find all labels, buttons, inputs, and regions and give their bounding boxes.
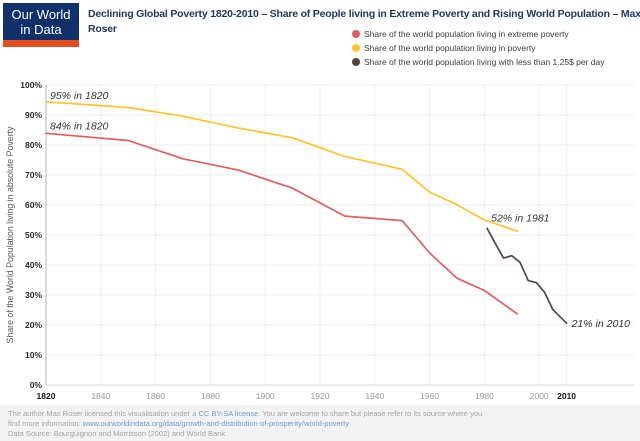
annotation-label: 84% in 1820 [50, 120, 109, 132]
x-tick-label: 1840 [91, 391, 110, 401]
y-tick-label: 80% [25, 140, 42, 150]
footer-data-source: Data Source: Bourguignon and Morrisson (… [8, 429, 226, 438]
y-tick-label: 20% [25, 320, 42, 330]
y-tick-label: 40% [25, 260, 42, 270]
footer-info-line: find more information: www.ourworldindat… [8, 419, 640, 429]
legend-item-poverty[interactable]: Share of the world population living in … [352, 41, 605, 55]
y-tick-label: 70% [25, 170, 42, 180]
x-tick-label: 1880 [201, 391, 220, 401]
y-axis-title: Share of the World Population living in … [5, 126, 15, 344]
series-line-2 [486, 227, 568, 325]
legend-dot-dark-icon [352, 58, 360, 66]
y-tick-label: 100% [20, 80, 42, 90]
legend-dot-yellow-icon [352, 44, 360, 52]
x-tick-label: 1920 [311, 391, 330, 401]
legend-label: Share of the world population living in … [364, 43, 536, 53]
x-tick-label: 1860 [146, 391, 165, 401]
x-tick-label: 1960 [420, 391, 439, 401]
footer: The author Max Roser licensed this visua… [0, 405, 640, 441]
y-tick-label: 60% [25, 200, 42, 210]
owid-logo[interactable]: Our World in Data [3, 3, 79, 47]
x-tick-label: 1940 [365, 391, 384, 401]
legend-item-extreme-poverty[interactable]: Share of the world population living in … [352, 27, 605, 41]
y-tick-label: 30% [25, 290, 42, 300]
cc-by-sa-link[interactable]: CC BY-SA license [198, 409, 259, 418]
x-tick-label: 2000 [530, 391, 549, 401]
chart-legend: Share of the world population living in … [352, 27, 605, 69]
footer-license-line: The author Max Roser licensed this visua… [8, 409, 640, 419]
legend-dot-red-icon [352, 30, 360, 38]
y-tick-label: 10% [25, 350, 42, 360]
series-line-0 [45, 100, 519, 232]
legend-label: Share of the world population living wit… [364, 57, 605, 67]
y-tick-label: 50% [25, 230, 42, 240]
legend-item-125-per-day[interactable]: Share of the world population living wit… [352, 55, 605, 69]
logo-text-line1: Our World [11, 7, 71, 22]
footer-text: . You are welcome to share but please re… [258, 409, 483, 418]
footer-text: The author Max Roser licensed this visua… [8, 409, 199, 418]
x-tick-label: 2010 [557, 391, 576, 401]
annotation-label: 95% in 1820 [50, 90, 109, 102]
x-tick-label: 1980 [475, 391, 494, 401]
footer-text: find more information: [8, 419, 83, 428]
series-line-1 [45, 132, 519, 315]
x-tick-label: 1900 [256, 391, 275, 401]
logo-text-line2: in Data [20, 22, 62, 37]
x-tick-label: 1820 [37, 391, 56, 401]
y-tick-label: 0% [30, 380, 43, 390]
source-url-link[interactable]: www.ourworldindata.org/data/growth-and-d… [82, 419, 349, 428]
annotation-label: 21% in 2010 [571, 318, 631, 330]
annotation-label: 52% in 1981 [491, 212, 549, 224]
logo-orange-bar [3, 40, 79, 47]
chart-title: Declining Global Poverty 1820-2010 – Sha… [88, 8, 640, 35]
y-tick-label: 90% [25, 110, 42, 120]
legend-label: Share of the world population living in … [364, 29, 569, 39]
